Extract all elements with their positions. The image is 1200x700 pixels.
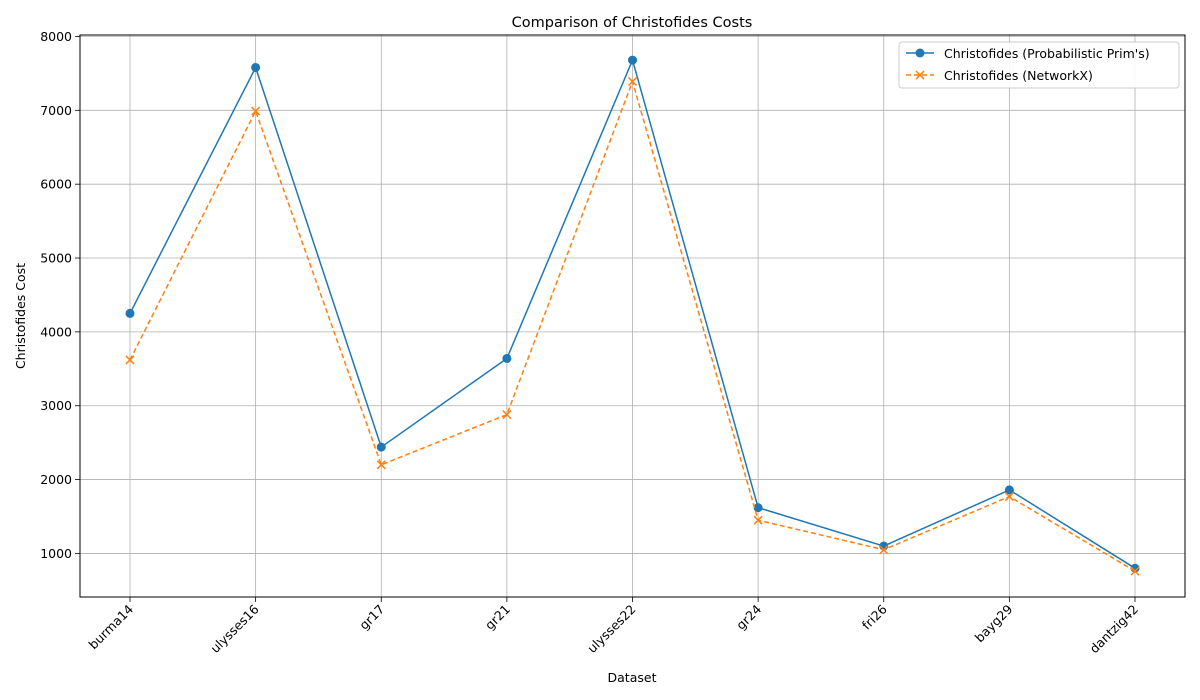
y-tick-label: 6000: [40, 177, 72, 192]
data-point: [1004, 485, 1014, 495]
x-tick-label: gr21: [482, 602, 513, 633]
data-point: [628, 55, 637, 65]
y-axis: 1000 2000 3000 4000 5000 6000 7000 8000: [40, 29, 80, 561]
data-point: [125, 308, 135, 318]
chart-title: Comparison of Christofides Costs: [512, 15, 753, 31]
data-point: [125, 355, 135, 365]
x-tick-label: burma14: [86, 601, 137, 652]
data-point: [376, 442, 386, 452]
x-tick-label: ulysses16: [207, 601, 261, 655]
data-point: [627, 76, 638, 87]
x-tick-label: bayg29: [972, 601, 1016, 645]
series-group: [125, 55, 1140, 576]
data-point: [753, 515, 763, 525]
data-point: [879, 545, 889, 555]
x-tick-label: gr24: [733, 601, 764, 632]
x-tick-label: ulysses22: [584, 602, 638, 656]
grid: [80, 35, 1185, 597]
legend-label-0: Christofides (Probabilistic Prim's): [944, 46, 1150, 61]
legend: Christofides (Probabilistic Prim's) Chri…: [898, 41, 1180, 89]
legend-box: [898, 41, 1180, 89]
legend-label-1: Christofides (NetworkX): [944, 68, 1093, 83]
data-point: [376, 460, 386, 470]
legend-marker-1: [915, 70, 925, 80]
y-tick-label: 4000: [40, 324, 72, 339]
data-point: [1004, 492, 1014, 502]
x-tick-label: gr17: [356, 602, 387, 633]
y-tick-label: 3000: [40, 398, 72, 413]
y-tick-label: 5000: [40, 251, 72, 266]
data-point: [251, 106, 261, 116]
data-point: [753, 503, 763, 513]
x-axis-label: Dataset: [608, 670, 657, 685]
x-tick-label: fri26: [859, 601, 890, 632]
y-tick-label: 1000: [40, 546, 72, 561]
data-point: [1130, 566, 1140, 576]
y-axis-label: Christofides Cost: [13, 263, 28, 369]
y-tick-label: 8000: [40, 29, 72, 44]
y-tick-label: 2000: [40, 472, 72, 487]
data-point: [502, 353, 512, 363]
data-point: [251, 62, 261, 72]
x-tick-label: dantzig42: [1086, 602, 1141, 657]
data-point: [502, 410, 512, 420]
x-axis: burma14 ulysses16 gr17 gr21 ulysses22 gr24 fri…: [86, 597, 1141, 657]
y-tick-label: 7000: [40, 103, 72, 118]
legend-marker-0: [915, 48, 925, 58]
